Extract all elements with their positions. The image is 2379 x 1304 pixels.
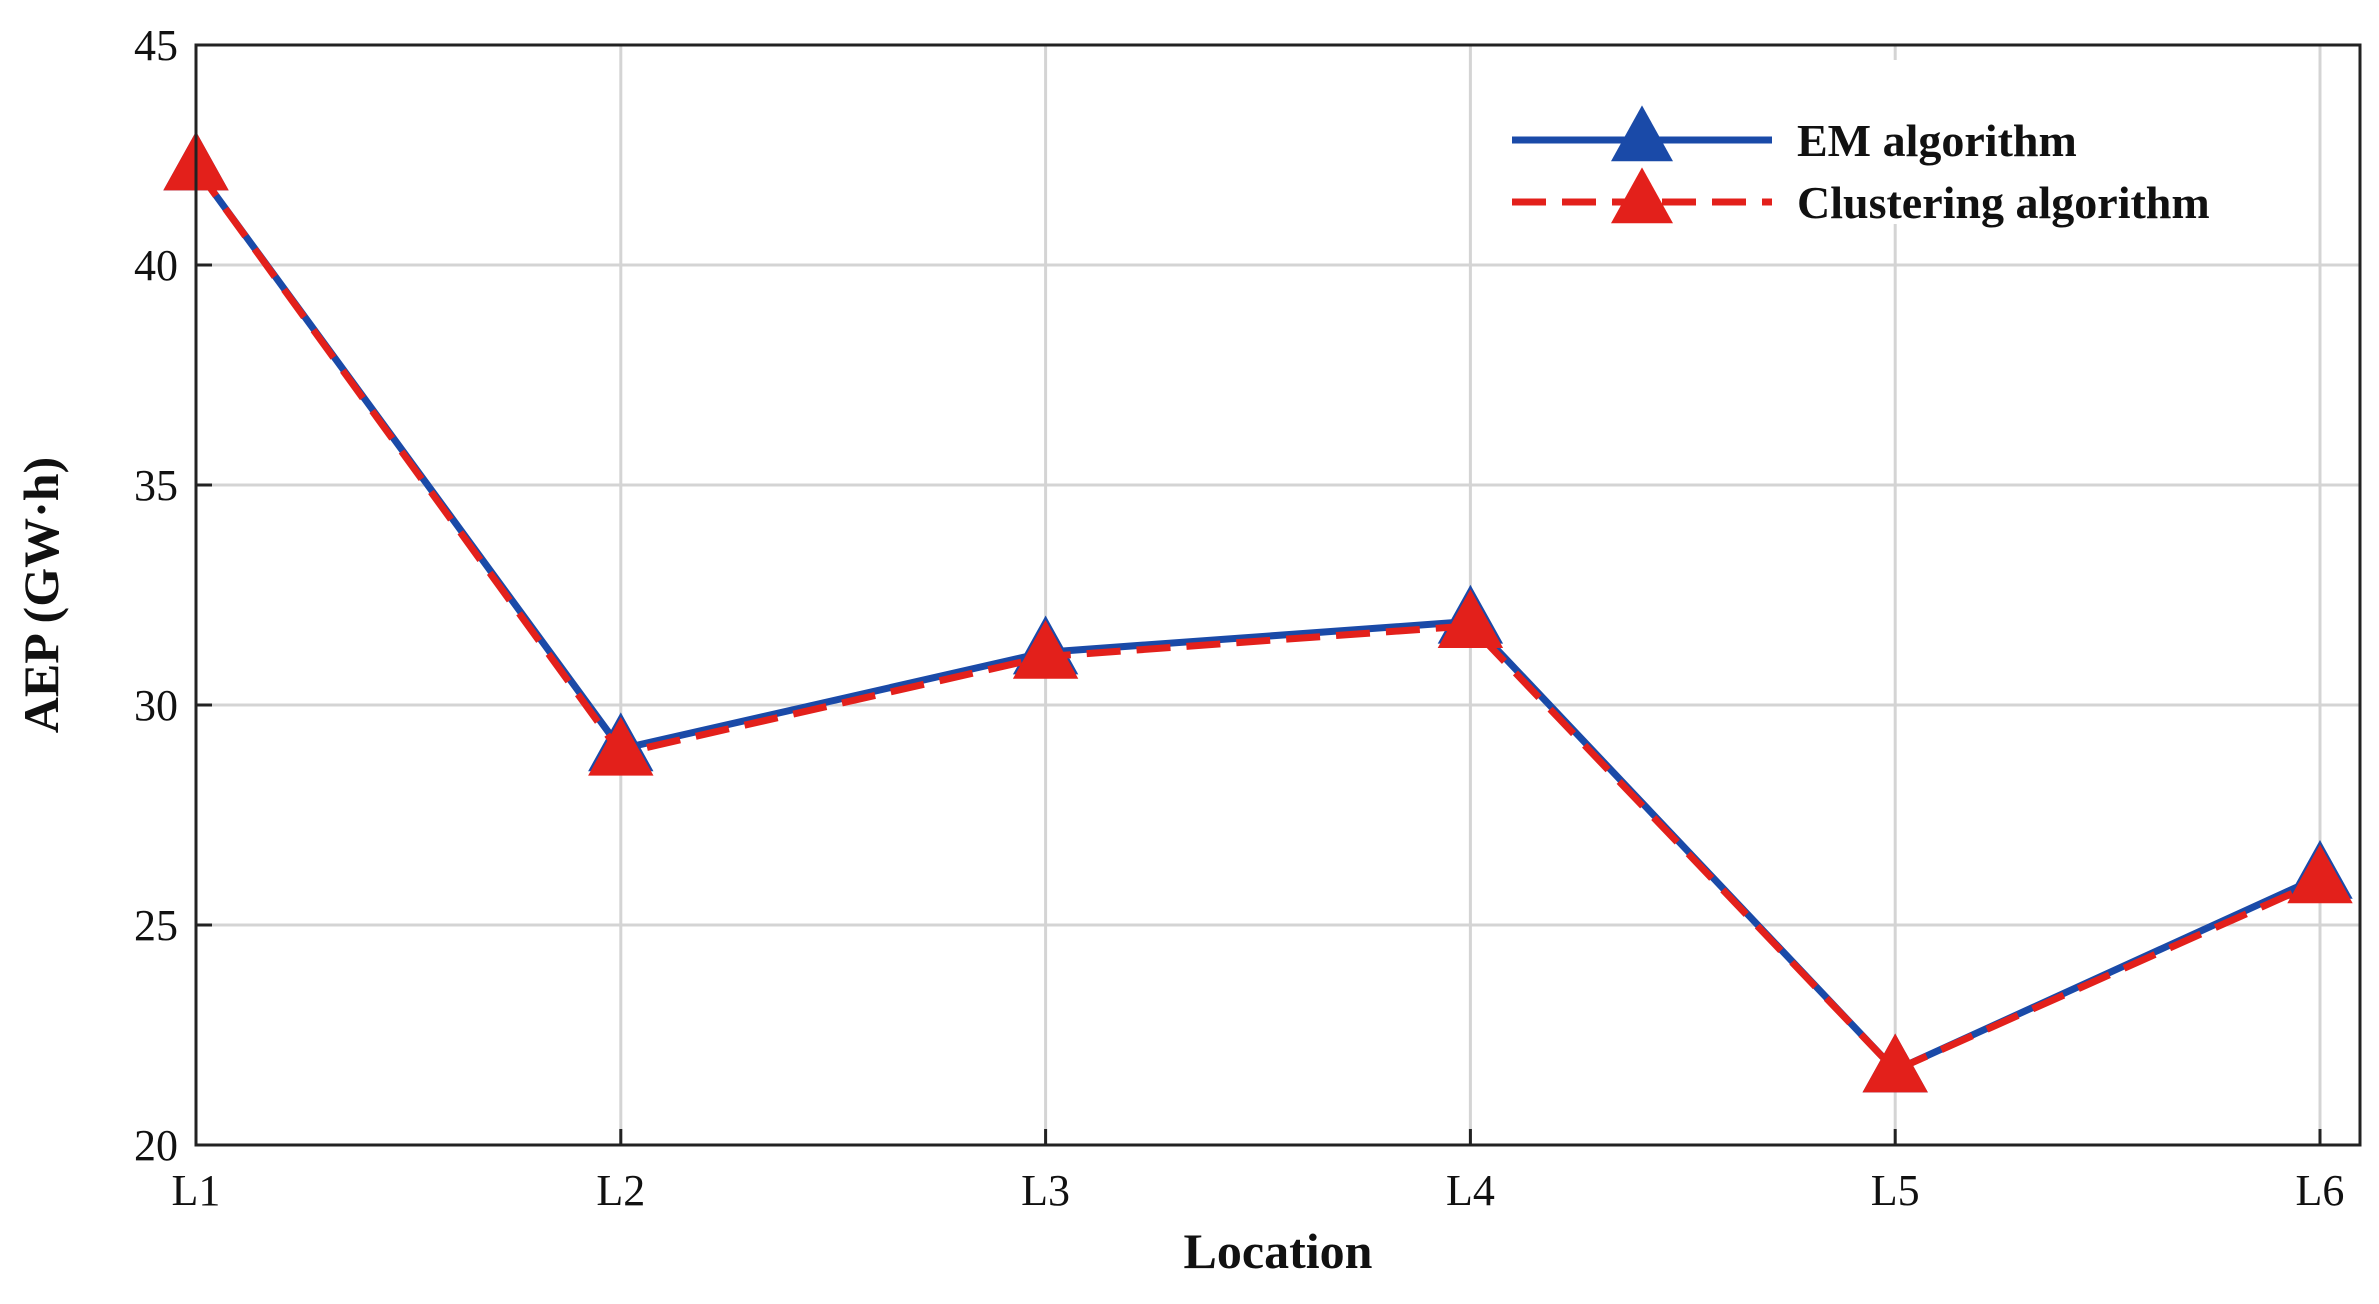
series-em-algorithm — [163, 131, 2353, 1093]
y-tick-label: 20 — [134, 1121, 178, 1170]
series-line — [193, 166, 2322, 1074]
x-tick-label: L3 — [1021, 1166, 1070, 1215]
legend-marker-em-algorithm — [1611, 105, 1673, 162]
legend-label-clustering-algorithm: Clustering algorithm — [1797, 177, 2210, 228]
plot-area-frame — [194, 43, 2362, 1147]
data-point-marker — [1862, 1033, 1928, 1093]
x-tick-label: L5 — [1871, 1166, 1920, 1215]
legend-item-clustering-algorithm: Clustering algorithm — [1512, 167, 2210, 228]
series-lines — [163, 131, 2353, 1093]
y-tick-label: 40 — [134, 241, 178, 290]
x-tick-label: L6 — [2296, 1166, 2345, 1215]
legend-label-em-algorithm: EM algorithm — [1797, 115, 2077, 166]
legend-marker-clustering-algorithm — [1611, 167, 1673, 224]
data-point-marker — [2287, 844, 2353, 904]
x-axis-title: Location — [1184, 1223, 1373, 1279]
data-point-marker — [1437, 589, 1504, 649]
axis-ticks: L1 L2 L3 L4 L5 L6 20 25 30 35 40 45 — [134, 21, 2344, 1215]
y-tick-label: 45 — [134, 21, 178, 70]
y-axis-title: AEP (GW·h) — [13, 457, 69, 733]
legend-item-em-algorithm: EM algorithm — [1512, 105, 2077, 166]
data-point-marker — [588, 716, 654, 776]
y-tick-label: 25 — [134, 901, 178, 950]
x-tick-label: L2 — [596, 1166, 645, 1215]
series-clustering-algorithm — [163, 131, 2353, 1093]
legend: EM algorithm Clustering algorithm — [1492, 60, 2292, 228]
x-tick-label: L1 — [172, 1166, 221, 1215]
series-line — [193, 166, 2322, 1074]
y-tick-label: 30 — [134, 681, 178, 730]
data-point-marker — [1012, 619, 1079, 679]
x-tick-label: L4 — [1446, 1166, 1495, 1215]
y-tick-label: 35 — [134, 461, 178, 510]
